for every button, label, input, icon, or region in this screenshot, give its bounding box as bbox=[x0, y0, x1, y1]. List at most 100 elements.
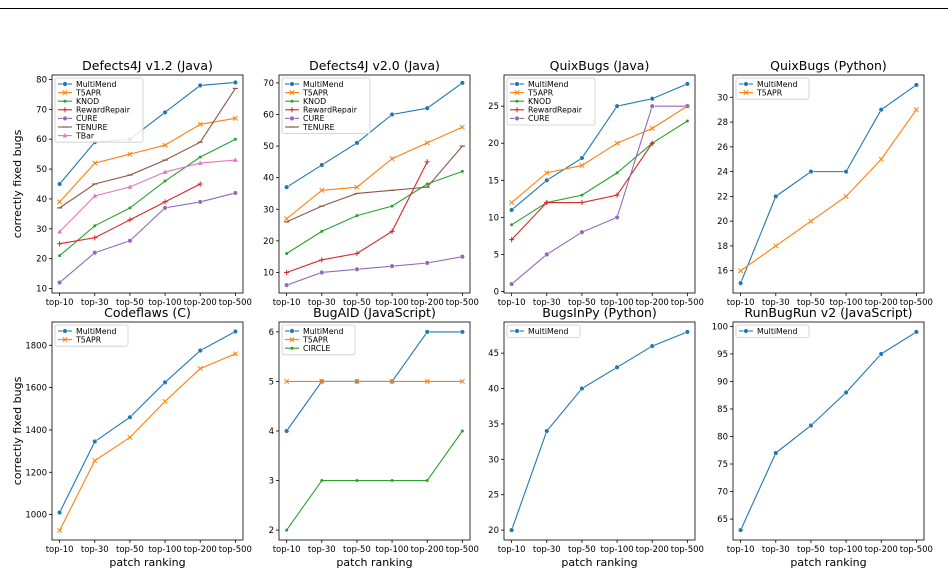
legend-marker bbox=[289, 328, 295, 334]
x-tick-label: top-500 bbox=[219, 298, 252, 308]
y-tick-label: 80 bbox=[717, 433, 728, 443]
data-point bbox=[284, 428, 290, 434]
x-tick-label: top-10 bbox=[273, 298, 301, 308]
legend-label: T5APR bbox=[527, 88, 554, 97]
data-point bbox=[614, 364, 620, 370]
x-tick-label: top-30 bbox=[533, 545, 561, 555]
series-cure bbox=[284, 254, 465, 288]
y-tick-label: 40 bbox=[488, 385, 499, 395]
y-tick-label: 70 bbox=[36, 105, 47, 115]
y-tick-label: 6 bbox=[269, 328, 274, 338]
legend-label: CURE bbox=[76, 114, 98, 123]
series-t5apr bbox=[57, 351, 238, 534]
data-point bbox=[544, 428, 550, 434]
data-point bbox=[878, 107, 884, 113]
data-point bbox=[878, 351, 884, 357]
data-point bbox=[389, 111, 395, 118]
data-point bbox=[319, 187, 325, 193]
panel-bugaid-javascript: BugAID (JavaScript) 2 3 4 5 6 top-10 top-30 top-… bbox=[269, 305, 479, 569]
y-tick-label: 20 bbox=[488, 139, 499, 149]
plot-frame bbox=[503, 321, 696, 541]
x-tick-label: top-30 bbox=[81, 298, 109, 308]
y-tick-label: 20 bbox=[36, 255, 47, 265]
x-tick-label: top-100 bbox=[829, 298, 862, 308]
data-point bbox=[232, 190, 238, 196]
data-point bbox=[354, 184, 360, 190]
y-tick-label: 20 bbox=[488, 526, 499, 536]
data-point bbox=[232, 115, 238, 121]
y-tick-label: 1000 bbox=[25, 511, 47, 521]
x-tick-label: top-100 bbox=[600, 545, 633, 555]
legend-box bbox=[506, 324, 581, 339]
y-tick-label: 95 bbox=[717, 350, 728, 360]
series-line bbox=[286, 256, 463, 286]
series-line bbox=[286, 126, 463, 220]
legend-label: CURE bbox=[528, 114, 550, 123]
series-multimend bbox=[509, 329, 690, 533]
data-point bbox=[424, 140, 430, 146]
data-point bbox=[197, 121, 203, 127]
panel-title: QuixBugs (Java) bbox=[550, 58, 650, 73]
data-point bbox=[424, 378, 430, 385]
series-tenure bbox=[284, 145, 465, 223]
panel-title: Codeflaws (C) bbox=[104, 305, 191, 320]
series-rewardrepair bbox=[57, 181, 203, 247]
series-t5apr bbox=[738, 107, 919, 274]
legend-marker bbox=[289, 115, 295, 121]
data-point bbox=[510, 223, 514, 227]
data-point bbox=[390, 204, 394, 208]
data-point bbox=[197, 160, 203, 165]
x-tick-label: top-500 bbox=[900, 545, 933, 555]
data-point bbox=[197, 82, 203, 89]
x-axis-label: patch ranking bbox=[336, 556, 412, 569]
x-tick-label: top-100 bbox=[148, 298, 181, 308]
data-point bbox=[232, 351, 238, 357]
y-tick-label: 5 bbox=[494, 250, 499, 260]
y-tick-label: 20 bbox=[263, 237, 274, 247]
legend-marker bbox=[743, 328, 749, 334]
legend-marker bbox=[514, 90, 520, 96]
x-tick-label: top-500 bbox=[671, 545, 704, 555]
x-tick-label: top-10 bbox=[46, 545, 74, 555]
legend-box bbox=[735, 324, 810, 339]
data-point bbox=[459, 254, 465, 260]
x-tick-label: top-10 bbox=[727, 545, 755, 555]
x-tick-label: top-50 bbox=[343, 545, 371, 555]
y-tick-label: 25 bbox=[488, 491, 499, 501]
legend-marker bbox=[515, 99, 519, 103]
data-point bbox=[913, 107, 919, 113]
legend-box bbox=[735, 77, 810, 100]
data-point bbox=[390, 479, 394, 483]
data-point bbox=[232, 157, 238, 162]
series-line bbox=[740, 109, 917, 272]
x-tick-label: top-100 bbox=[600, 298, 633, 308]
data-point bbox=[319, 378, 325, 385]
data-point bbox=[614, 214, 620, 220]
legend-label: RewardRepair bbox=[528, 106, 583, 115]
y-axis-label: correctly fixed bugs bbox=[11, 376, 24, 485]
legend-marker bbox=[289, 337, 295, 343]
data-point bbox=[389, 263, 395, 269]
data-point bbox=[509, 207, 515, 213]
x-tick-label: top-100 bbox=[148, 545, 181, 555]
data-point bbox=[127, 414, 133, 420]
series-line bbox=[59, 192, 236, 283]
y-tick-label: 18 bbox=[717, 242, 728, 252]
data-point bbox=[127, 217, 133, 223]
data-point bbox=[579, 385, 585, 392]
y-tick-label: 40 bbox=[263, 174, 274, 184]
series-line bbox=[511, 83, 688, 211]
data-point bbox=[284, 378, 290, 385]
series-line bbox=[740, 331, 917, 531]
panel-codeflaws-c: Codeflaws (C) 1000 1200 1400 1600 1800 top-10 t… bbox=[11, 305, 252, 569]
data-point bbox=[389, 378, 395, 385]
x-tick-label: top-10 bbox=[498, 545, 526, 555]
data-point bbox=[320, 229, 324, 233]
data-point bbox=[738, 280, 744, 286]
y-tick-label: 16 bbox=[717, 267, 728, 277]
data-point bbox=[319, 162, 325, 168]
data-point bbox=[92, 235, 98, 241]
data-point bbox=[57, 181, 63, 187]
